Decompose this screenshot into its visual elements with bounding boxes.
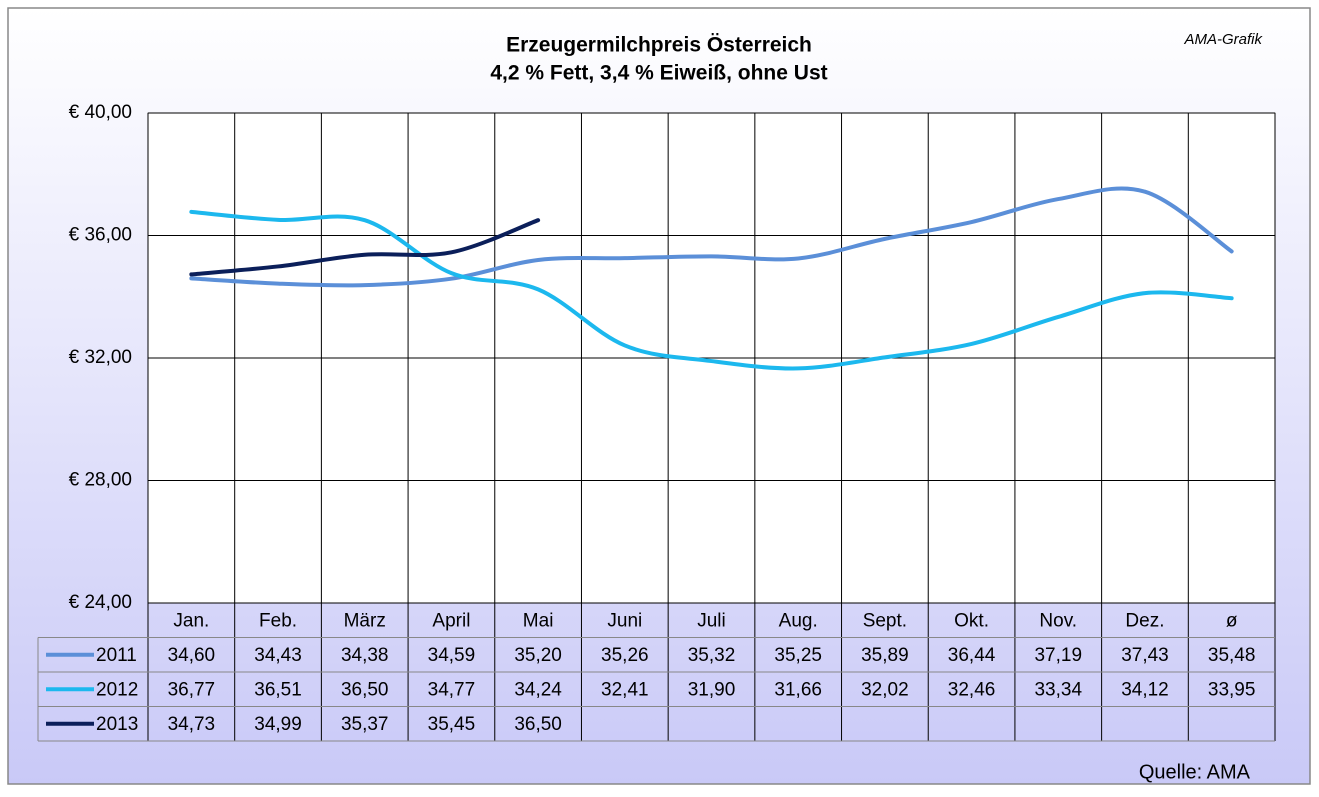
table-value: 36,51 <box>254 679 302 700</box>
table-value: 34,43 <box>254 645 302 666</box>
x-tick-label: Nov. <box>1039 610 1077 631</box>
table-value: 35,89 <box>861 645 909 666</box>
table-value: 33,95 <box>1208 679 1256 700</box>
legend-label: 2013 <box>96 714 138 735</box>
table-value: 32,41 <box>601 679 649 700</box>
series-line <box>189 209 1234 371</box>
x-tick-label: Jan. <box>173 610 209 631</box>
y-tick-label: € 36,00 <box>69 225 132 246</box>
x-tick-label: Feb. <box>259 610 297 631</box>
x-tick-label: Aug. <box>779 610 818 631</box>
y-tick-label: € 32,00 <box>69 347 132 368</box>
y-tick-label: € 28,00 <box>69 470 132 491</box>
x-tick-label: Juli <box>697 610 726 631</box>
table-value: 37,43 <box>1121 645 1169 666</box>
table-value: 34,38 <box>341 645 389 666</box>
table-value: 36,50 <box>341 679 389 700</box>
table-value: 34,77 <box>428 679 476 700</box>
y-tick-label: € 24,00 <box>69 592 132 613</box>
x-tick-label: ø <box>1226 610 1238 631</box>
table-value: 36,44 <box>948 645 996 666</box>
table-value: 35,45 <box>428 714 476 735</box>
series-line <box>189 218 541 277</box>
table-value: 35,48 <box>1208 645 1256 666</box>
table-value: 34,24 <box>514 679 562 700</box>
table-value: 34,12 <box>1121 679 1169 700</box>
x-tick-label: Mai <box>523 610 554 631</box>
table-value: 31,90 <box>688 679 736 700</box>
table-value: 31,66 <box>774 679 822 700</box>
table-value: 35,37 <box>341 714 389 735</box>
x-tick-label: Okt. <box>954 610 989 631</box>
table-value: 34,59 <box>428 645 476 666</box>
table-value: 36,50 <box>514 714 562 735</box>
table-value: 34,99 <box>254 714 302 735</box>
x-tick-label: Sept. <box>863 610 907 631</box>
table-value: 35,32 <box>688 645 736 666</box>
x-tick-label: April <box>432 610 470 631</box>
legend-label: 2011 <box>96 645 137 666</box>
legend-label: 2012 <box>96 679 138 700</box>
table-value: 32,46 <box>948 679 996 700</box>
table-value: 36,77 <box>168 679 216 700</box>
annotation: AMA-Grafik <box>1183 31 1263 48</box>
table-value: 35,26 <box>601 645 649 666</box>
table-value: 32,02 <box>861 679 909 700</box>
x-tick-label: Dez. <box>1125 610 1164 631</box>
y-tick-label: € 40,00 <box>69 102 132 123</box>
chart-subtitle: 4,2 % Fett, 3,4 % Eiweiß, ohne Ust <box>490 62 827 85</box>
source: Quelle: AMA <box>1139 761 1251 783</box>
table-value: 37,19 <box>1034 645 1082 666</box>
series-line <box>189 186 1234 288</box>
table-value: 34,60 <box>168 645 216 666</box>
table-value: 35,20 <box>514 645 562 666</box>
table-value: 34,73 <box>168 714 216 735</box>
chart-title: Erzeugermilchpreis Österreich <box>506 34 812 57</box>
table-value: 33,34 <box>1034 679 1082 700</box>
x-tick-label: Juni <box>607 610 642 631</box>
table-value: 35,25 <box>774 645 822 666</box>
x-tick-label: März <box>344 610 386 631</box>
